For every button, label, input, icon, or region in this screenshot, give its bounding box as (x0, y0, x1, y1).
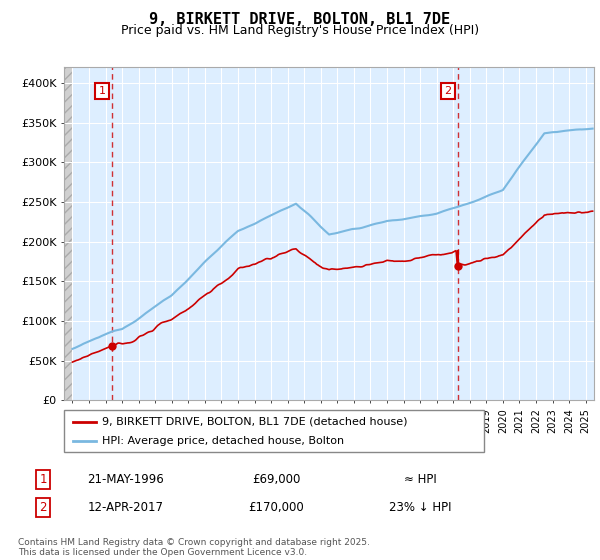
Text: 9, BIRKETT DRIVE, BOLTON, BL1 7DE (detached house): 9, BIRKETT DRIVE, BOLTON, BL1 7DE (detac… (102, 417, 407, 427)
Text: 21-MAY-1996: 21-MAY-1996 (88, 473, 164, 487)
Text: £69,000: £69,000 (252, 473, 300, 487)
FancyBboxPatch shape (64, 410, 484, 452)
Text: 2: 2 (445, 86, 452, 96)
Text: 1: 1 (98, 86, 106, 96)
Text: 2: 2 (40, 501, 47, 515)
Text: Contains HM Land Registry data © Crown copyright and database right 2025.
This d: Contains HM Land Registry data © Crown c… (18, 538, 370, 557)
Text: 12-APR-2017: 12-APR-2017 (88, 501, 164, 515)
Text: Price paid vs. HM Land Registry's House Price Index (HPI): Price paid vs. HM Land Registry's House … (121, 24, 479, 36)
Bar (64, 67, 73, 400)
Text: 1: 1 (40, 473, 47, 487)
Bar (64, 67, 73, 400)
Text: 23% ↓ HPI: 23% ↓ HPI (389, 501, 451, 515)
Text: ≈ HPI: ≈ HPI (404, 473, 436, 487)
Text: 9, BIRKETT DRIVE, BOLTON, BL1 7DE: 9, BIRKETT DRIVE, BOLTON, BL1 7DE (149, 12, 451, 27)
Text: £170,000: £170,000 (248, 501, 304, 515)
Text: HPI: Average price, detached house, Bolton: HPI: Average price, detached house, Bolt… (102, 436, 344, 446)
